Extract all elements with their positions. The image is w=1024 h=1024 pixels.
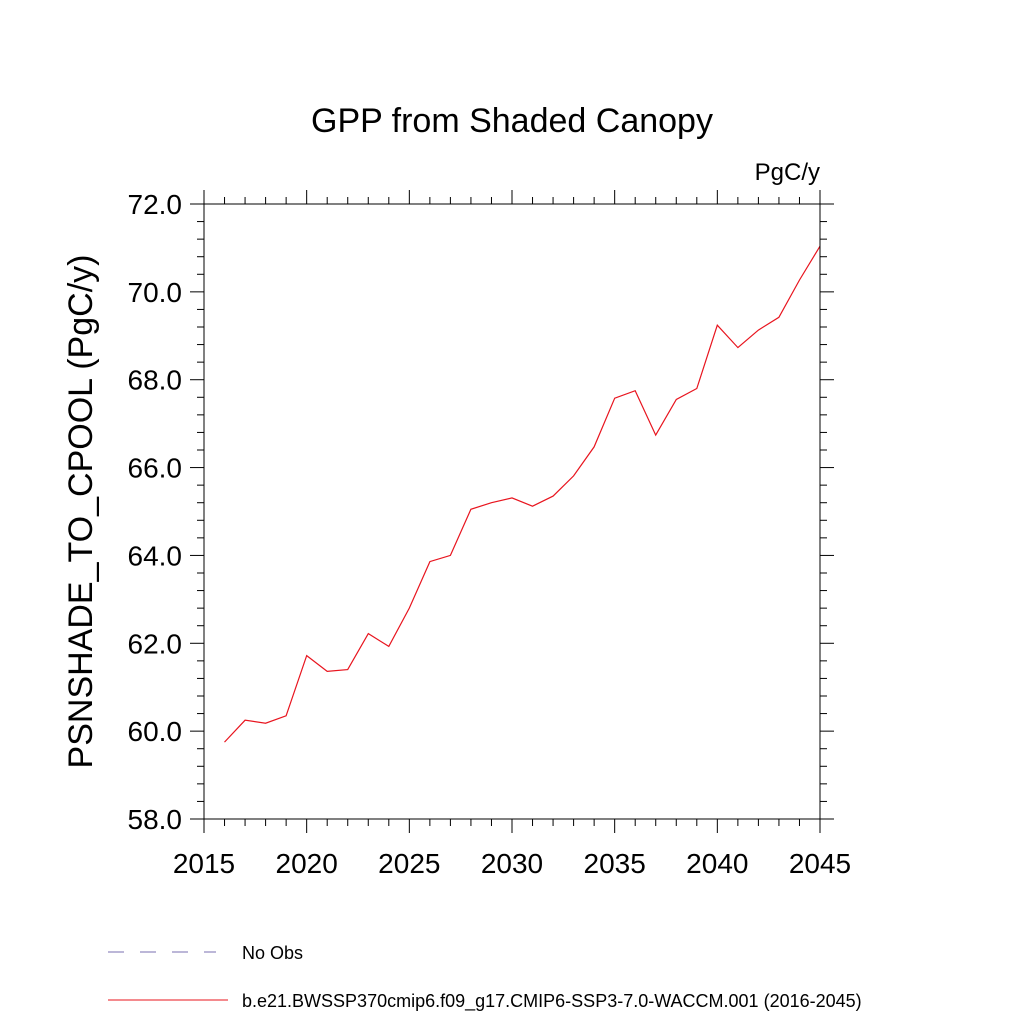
- x-tick-label: 2025: [378, 848, 440, 879]
- legend-label: No Obs: [242, 943, 303, 963]
- legend: No Obs b.e21.BWSSP370cmip6.f09_g17.CMIP6-…: [108, 943, 862, 1012]
- y-tick-label: 70.0: [128, 277, 183, 308]
- chart-title: GPP from Shaded Canopy: [311, 102, 713, 140]
- series-layer: [224, 245, 821, 743]
- y-tick-label: 64.0: [128, 540, 183, 571]
- x-tick-label: 2030: [481, 848, 543, 879]
- ticks-layer: 2015 2020 2025 2030 2035 2040 2045 58.0 60.0 62.0…: [128, 189, 852, 879]
- x-tick-label: 2035: [584, 848, 646, 879]
- y-tick-label: 68.0: [128, 365, 183, 396]
- y-tick-label: 58.0: [128, 804, 183, 835]
- y-tick-label: 62.0: [128, 628, 183, 659]
- x-tick-label: 2045: [789, 848, 851, 879]
- y-tick-label: 72.0: [128, 189, 183, 220]
- x-tick-label: 2040: [686, 848, 748, 879]
- legend-label: b.e21.BWSSP370cmip6.f09_g17.CMIP6-SSP3-7…: [242, 991, 862, 1012]
- x-tick-label: 2020: [276, 848, 338, 879]
- units-label: PgC/y: [755, 159, 820, 186]
- series-line: [224, 245, 821, 743]
- y-tick-label: 66.0: [128, 453, 183, 484]
- x-tick-label: 2015: [173, 848, 235, 879]
- y-tick-label: 60.0: [128, 716, 183, 747]
- plot-frame: [203, 203, 821, 820]
- y-axis-label: PSNSHADE_TO_CPOOL (PgC/y): [62, 255, 100, 769]
